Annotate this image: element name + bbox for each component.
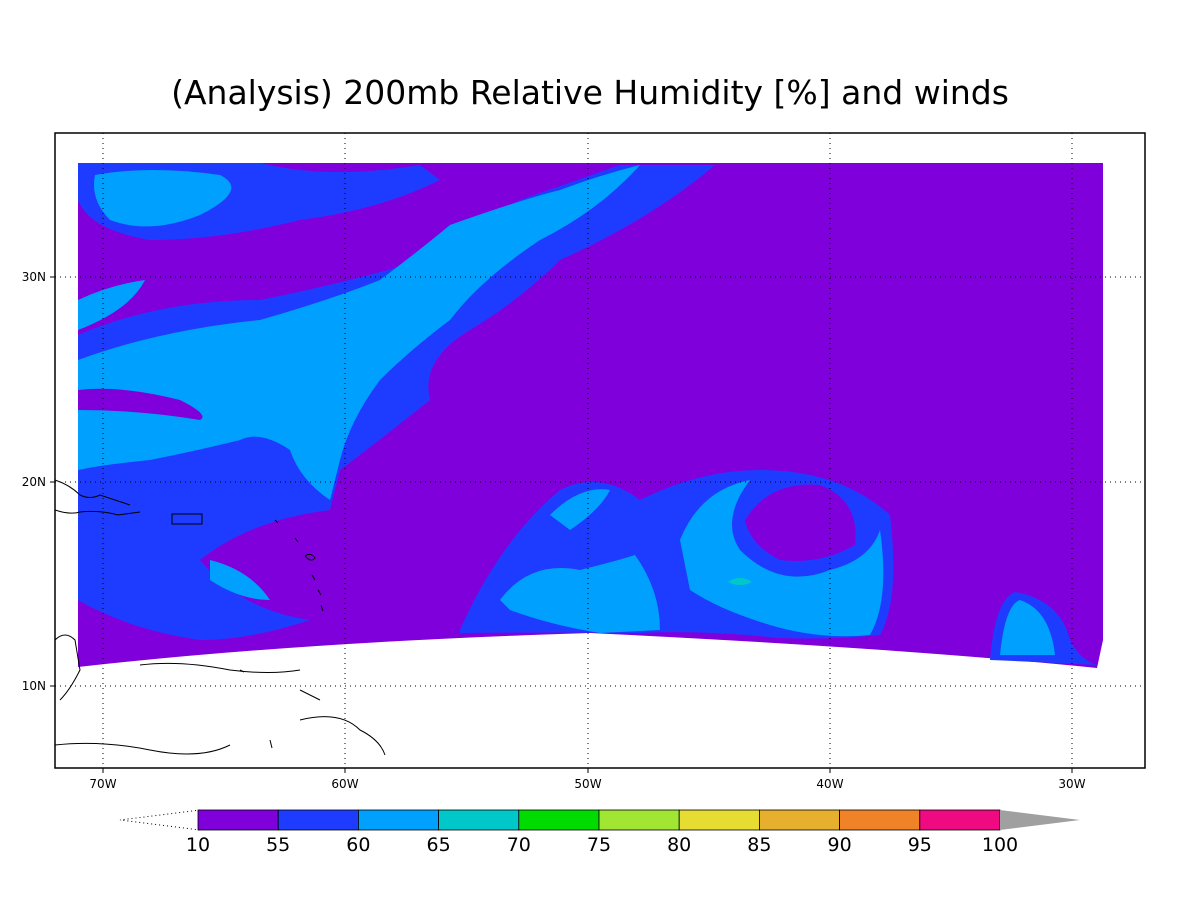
colorbar-label: 85 bbox=[747, 834, 771, 856]
colorbar-box bbox=[518, 809, 600, 831]
colorbar-over-triangle bbox=[1000, 810, 1080, 830]
colorbar-label: 10 bbox=[186, 834, 210, 856]
rh-60-65 bbox=[1000, 600, 1055, 655]
colorbar-label: 100 bbox=[982, 834, 1018, 856]
colorbar-box bbox=[438, 809, 520, 831]
coastlines bbox=[54, 479, 386, 756]
colorbar-box bbox=[598, 809, 680, 831]
colorbar-label: 60 bbox=[346, 834, 370, 856]
lat-label: 20N bbox=[22, 475, 46, 489]
map-title: (Analysis) 200mb Relative Humidity [%] a… bbox=[171, 73, 1009, 112]
rh-60-65 bbox=[78, 280, 145, 330]
lon-label: 50W bbox=[574, 777, 601, 791]
coastline bbox=[54, 479, 386, 756]
humidity-field bbox=[78, 163, 1103, 668]
colorbar-label: 55 bbox=[266, 834, 290, 856]
colorbar-box bbox=[277, 809, 359, 831]
colorbar-box bbox=[759, 809, 841, 831]
coastline bbox=[239, 519, 324, 749]
colorbar-box bbox=[357, 809, 439, 831]
rh-60-65 bbox=[680, 480, 884, 637]
rh-65-70 bbox=[728, 578, 752, 585]
rh-10-55 bbox=[78, 388, 203, 420]
colorbar-box bbox=[839, 809, 921, 831]
lon-label: 40W bbox=[816, 777, 843, 791]
map-frame bbox=[54, 132, 1146, 769]
colorbar-box bbox=[197, 809, 279, 831]
rh-60-65 bbox=[210, 560, 270, 600]
lon-label: 70W bbox=[89, 777, 116, 791]
colorbar-label: 65 bbox=[427, 834, 451, 856]
rh-60-65 bbox=[500, 555, 660, 633]
colorbar-label: 95 bbox=[908, 834, 932, 856]
colorbar-label: 80 bbox=[667, 834, 691, 856]
lat-label: 30N bbox=[22, 270, 46, 284]
rh-55-60 bbox=[78, 165, 715, 640]
rh-60-65 bbox=[94, 170, 232, 227]
colorbar-under-triangle bbox=[119, 809, 201, 831]
rh-60-65 bbox=[78, 165, 640, 500]
lat-label: 10N bbox=[22, 679, 46, 693]
rh-60-65 bbox=[550, 489, 610, 530]
colorbar-box bbox=[678, 809, 760, 831]
colorbar-label: 70 bbox=[507, 834, 531, 856]
colorbar-label: 90 bbox=[828, 834, 852, 856]
lon-label: 30W bbox=[1058, 777, 1085, 791]
lon-label: 60W bbox=[331, 777, 358, 791]
colorbar-label: 75 bbox=[587, 834, 611, 856]
colorbar-box bbox=[919, 809, 1001, 831]
rh-10-55 bbox=[745, 484, 856, 561]
